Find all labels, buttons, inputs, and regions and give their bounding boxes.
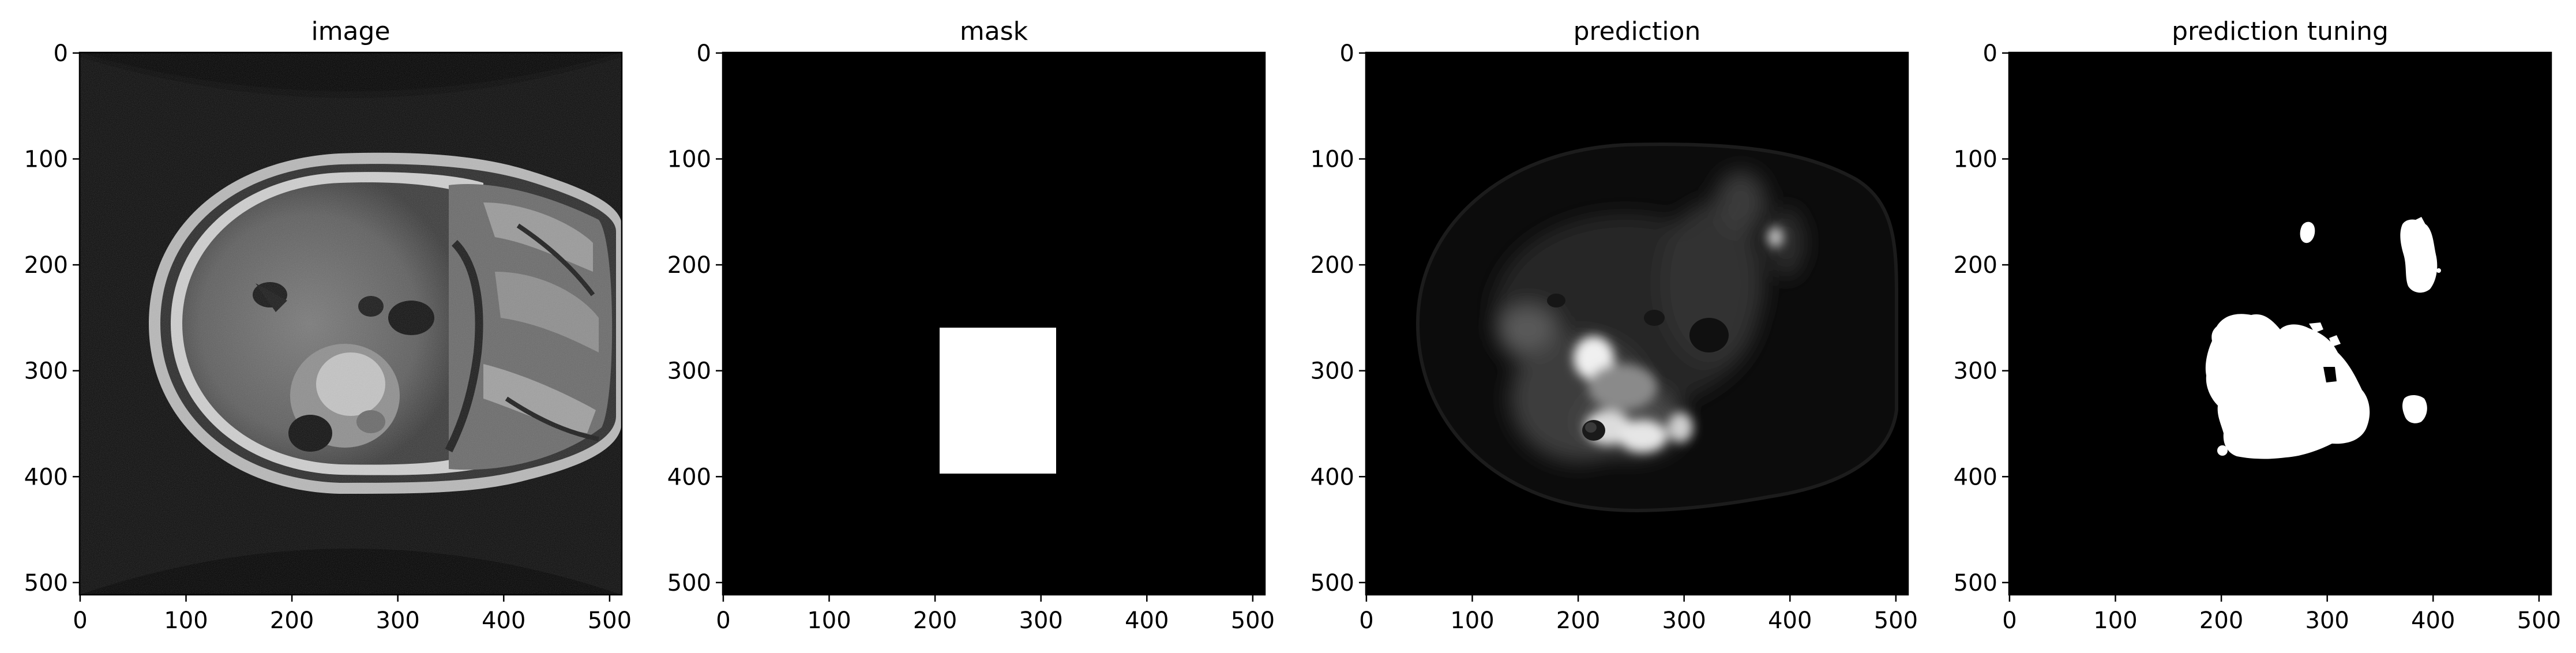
- x-tick-label: 300: [376, 607, 420, 634]
- x-tick-label: 0: [73, 607, 87, 634]
- y-tick-label: 100: [667, 147, 711, 173]
- x-tick-label: 300: [1019, 607, 1063, 634]
- x-tick-label: 100: [1450, 607, 1494, 634]
- panel-title: prediction: [1574, 17, 1701, 46]
- panel-image: image: [24, 17, 632, 634]
- y-tick-label: 400: [1954, 464, 1997, 490]
- mri-image: [80, 52, 622, 595]
- panel-title: prediction tuning: [2172, 17, 2389, 46]
- panel-prediction: prediction: [1310, 17, 1918, 634]
- x-tick-label: 200: [913, 607, 957, 634]
- y-tick-label: 300: [1310, 358, 1354, 385]
- tuned-region-lower-right: [2402, 395, 2427, 423]
- y-tick-label: 0: [54, 40, 68, 67]
- panel-mask: mask 0 100 200 300 400 500 0 100 200 300 400 500: [667, 17, 1275, 634]
- y-tick-label: 200: [24, 252, 68, 279]
- panel-title: mask: [960, 17, 1028, 46]
- x-tick-label: 0: [1359, 607, 1373, 634]
- y-tick-label: 200: [1310, 252, 1354, 279]
- axes-frame: [2008, 51, 2552, 596]
- x-tick-label: 0: [2002, 607, 2017, 634]
- x-tick-label: 0: [716, 607, 730, 634]
- x-tick-label: 200: [270, 607, 314, 634]
- x-tick-label: 100: [164, 607, 208, 634]
- tuned-region-main: [2205, 314, 2370, 459]
- y-axis: 0 100 200 300 400 500: [667, 40, 723, 596]
- y-tick-label: 300: [667, 358, 711, 385]
- x-axis: 0 100 200 300 400 500: [2002, 595, 2561, 634]
- y-tick-label: 300: [24, 358, 68, 385]
- y-axis: 0 100 200 300 400 500: [24, 40, 80, 596]
- x-tick-label: 100: [807, 607, 851, 634]
- x-tick-label: 500: [588, 607, 632, 634]
- x-tick-label: 100: [2093, 607, 2137, 634]
- panel-prediction-tuning: prediction tuning 0 100 200 300 400 500 0 100 2…: [1954, 17, 2561, 634]
- y-tick-label: 100: [1310, 147, 1354, 173]
- x-tick-label: 500: [2517, 607, 2561, 634]
- mask-background: [723, 52, 1265, 595]
- x-tick-label: 400: [2411, 607, 2455, 634]
- y-tick-label: 400: [1310, 464, 1354, 490]
- y-tick-label: 100: [24, 147, 68, 173]
- x-tick-label: 300: [2305, 607, 2349, 634]
- x-tick-label: 200: [2199, 607, 2243, 634]
- y-tick-label: 300: [1954, 358, 1997, 385]
- y-tick-label: 400: [24, 464, 68, 490]
- x-tick-label: 400: [1125, 607, 1169, 634]
- y-axis: 0 100 200 300 400 500: [1310, 40, 1366, 596]
- axes-frame: [78, 51, 623, 596]
- axes-frame: [1365, 51, 1909, 596]
- y-tick-label: 0: [1340, 40, 1354, 67]
- panel-title: image: [311, 17, 390, 46]
- x-tick-label: 200: [1556, 607, 1600, 634]
- x-axis: 0 100 200 300 400 500: [73, 595, 632, 634]
- y-tick-label: 500: [24, 570, 68, 596]
- axes-frame: [722, 51, 1266, 596]
- y-tick-label: 100: [1954, 147, 1997, 173]
- x-tick-label: 400: [482, 607, 525, 634]
- x-tick-label: 400: [1768, 607, 1812, 634]
- y-tick-label: 0: [697, 40, 711, 67]
- x-tick-label: 300: [1662, 607, 1706, 634]
- tuned-region-upper-right: [2400, 219, 2438, 293]
- y-axis: 0 100 200 300 400 500: [1954, 40, 2009, 596]
- x-tick-label: 500: [1874, 607, 1918, 634]
- y-tick-label: 400: [667, 464, 711, 490]
- tuned-mask: [2009, 52, 2551, 595]
- y-tick-label: 500: [1954, 570, 1997, 596]
- y-tick-label: 500: [1310, 570, 1354, 596]
- y-tick-label: 500: [667, 570, 711, 596]
- x-axis: 0 100 200 300 400 500: [716, 595, 1275, 634]
- y-tick-label: 200: [667, 252, 711, 279]
- y-tick-label: 0: [1983, 40, 1997, 67]
- tuned-region-small-left: [2300, 222, 2315, 243]
- x-tick-label: 500: [1231, 607, 1275, 634]
- mask-region: [940, 328, 1056, 474]
- y-tick-label: 200: [1954, 252, 1997, 279]
- prediction-heatmap: [1366, 52, 1908, 595]
- x-axis: 0 100 200 300 400 500: [1359, 595, 1918, 634]
